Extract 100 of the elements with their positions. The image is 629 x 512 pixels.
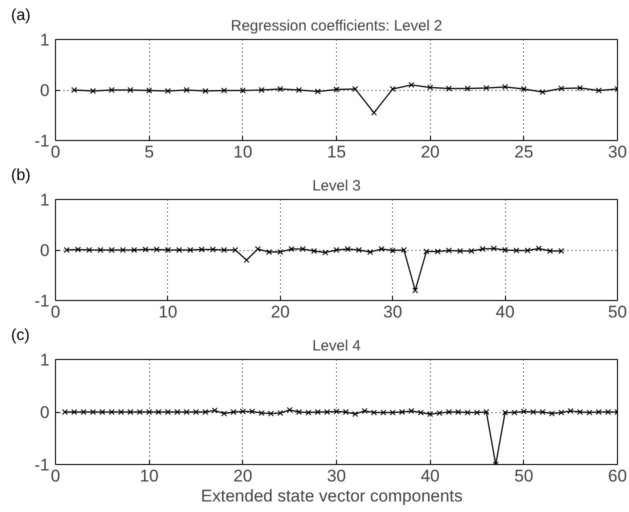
point: [258, 410, 265, 416]
point: [118, 409, 124, 415]
x-tick-label: 10: [140, 466, 159, 486]
point: [605, 409, 612, 415]
point: [62, 409, 68, 415]
point: [97, 247, 104, 253]
point: [352, 86, 358, 92]
point: [334, 408, 340, 414]
point: [286, 406, 293, 413]
point: [520, 408, 527, 414]
point: [596, 409, 602, 415]
point: [90, 409, 96, 415]
point: [520, 86, 527, 92]
point: [154, 246, 160, 252]
point: [305, 410, 312, 416]
point: [457, 248, 464, 254]
point: [127, 409, 134, 415]
y-tick-label: 1: [40, 190, 50, 210]
point: [530, 409, 536, 415]
point: [427, 411, 434, 418]
point: [127, 87, 134, 93]
point: [540, 409, 546, 415]
point: [427, 84, 434, 90]
point: [164, 409, 171, 415]
point: [474, 410, 480, 416]
point: [586, 410, 592, 416]
point: [536, 246, 542, 252]
y-tick-label: 1: [40, 350, 50, 370]
point: [547, 248, 554, 254]
point: [352, 411, 358, 418]
x-tick-label: 30: [327, 466, 346, 486]
chart-title: Level 4: [312, 338, 361, 354]
point: [362, 408, 368, 414]
point: [390, 86, 396, 92]
point: [408, 82, 414, 88]
x-tick-label: 20: [233, 466, 252, 486]
point: [483, 409, 490, 415]
point: [596, 88, 602, 94]
point: [468, 248, 474, 254]
point: [370, 410, 377, 416]
point: [75, 246, 81, 252]
point: [64, 247, 70, 253]
point: [202, 409, 208, 415]
point: [423, 248, 430, 254]
point: [334, 247, 340, 253]
point: [212, 407, 218, 414]
point: [210, 246, 216, 252]
point: [455, 409, 462, 415]
point: [558, 86, 564, 92]
point: [176, 247, 182, 253]
point: [244, 257, 250, 264]
point: [146, 409, 152, 415]
point: [408, 408, 414, 414]
point: [164, 247, 171, 253]
point: [446, 86, 452, 92]
point: [266, 249, 272, 255]
point: [390, 410, 396, 416]
point: [184, 87, 190, 93]
text: (a): [11, 7, 31, 25]
point: [156, 409, 162, 415]
x-tick-label: 40: [420, 466, 440, 486]
y-tick-label: 0: [40, 403, 50, 422]
point: [390, 248, 396, 254]
point: [108, 87, 115, 93]
point: [418, 410, 424, 416]
point: [120, 247, 126, 253]
point: [71, 87, 78, 93]
point: [232, 247, 238, 253]
point: [483, 85, 490, 91]
point: [314, 88, 321, 94]
point: [136, 409, 143, 415]
y-tick-label: 0: [40, 81, 50, 100]
point: [296, 87, 302, 93]
x-tick-label: 5: [144, 142, 154, 162]
point: [446, 248, 452, 254]
y-tick-label: -1: [34, 132, 50, 150]
point: [464, 410, 471, 416]
point: [324, 409, 330, 415]
x-tick-label: 25: [514, 142, 534, 162]
point: [502, 410, 508, 416]
x-tick-label: 10: [233, 142, 252, 162]
x-tick-label: 40: [496, 302, 515, 322]
x-tick-label: 50: [514, 466, 534, 486]
point: [400, 247, 407, 253]
point: [399, 409, 406, 415]
point: [71, 409, 78, 415]
point: [513, 248, 520, 254]
point: [548, 410, 555, 417]
point: [99, 409, 106, 415]
point: [367, 249, 374, 255]
point: [568, 408, 574, 414]
y-tick-label: -1: [34, 292, 50, 310]
point: [198, 246, 205, 252]
point: [446, 409, 452, 415]
point: [249, 408, 256, 414]
point: [202, 88, 208, 94]
point: [240, 408, 246, 414]
point: [142, 246, 148, 252]
point: [288, 246, 295, 252]
point: [490, 246, 497, 252]
